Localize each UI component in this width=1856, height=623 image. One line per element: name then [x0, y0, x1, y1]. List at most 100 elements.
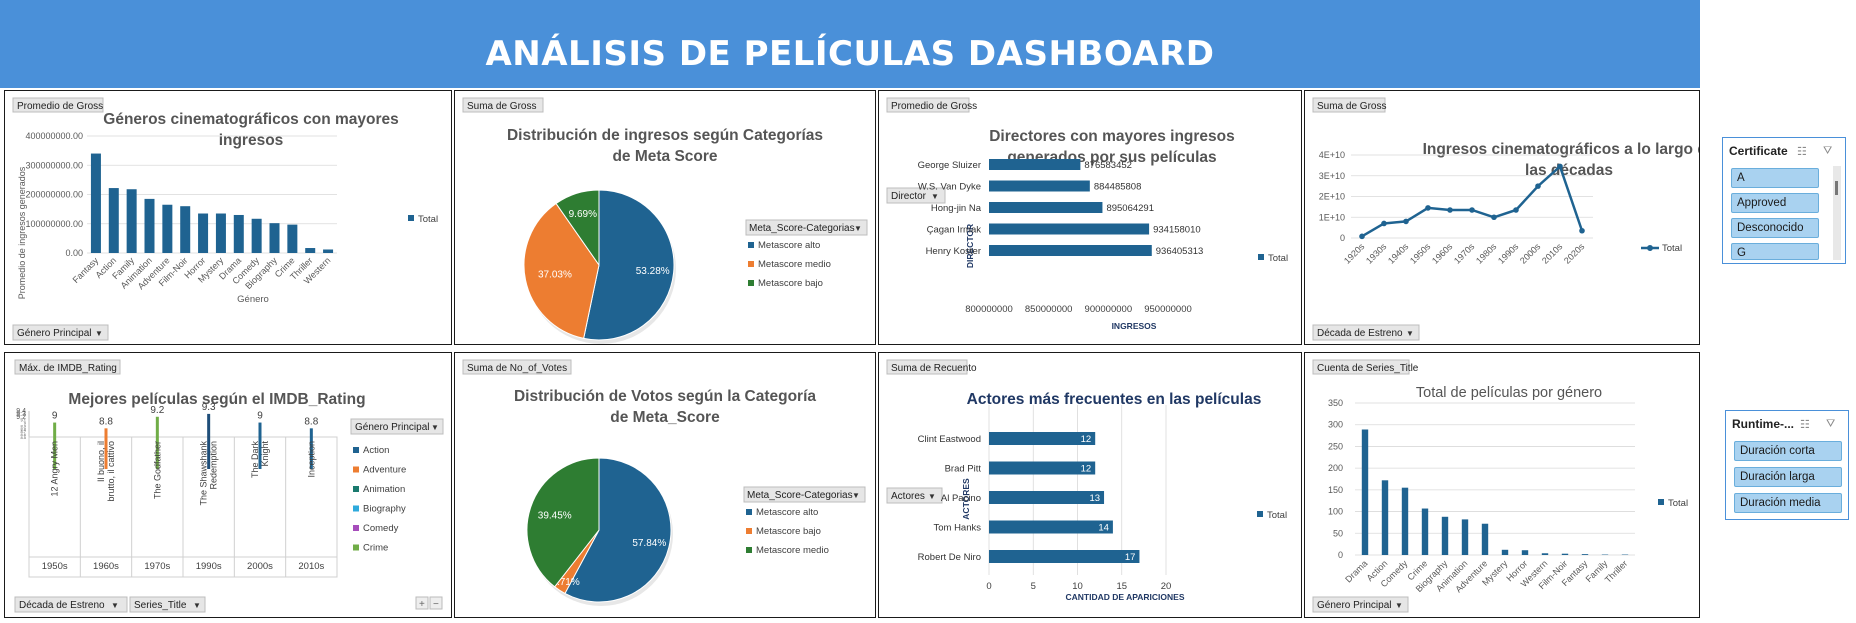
bar[interactable] [104, 428, 108, 469]
multi-select-icon[interactable]: ☷ [1800, 419, 1810, 431]
data-point[interactable] [1557, 163, 1563, 170]
meta-category-filter-button[interactable] [743, 486, 866, 503]
director-filter-button[interactable] [886, 187, 946, 204]
y-tick-label: 100 [1328, 507, 1343, 517]
multi-select-icon[interactable]: ☷ [1797, 146, 1807, 158]
bar[interactable] [1481, 523, 1489, 555]
bar[interactable] [1381, 480, 1389, 555]
bar[interactable] [989, 202, 1103, 213]
bar[interactable] [989, 245, 1152, 256]
bar[interactable] [305, 248, 316, 253]
bar[interactable] [1581, 554, 1589, 555]
certificate-item-a[interactable]: A [1731, 168, 1819, 188]
legend-title: Género Principal [355, 422, 429, 433]
bar[interactable] [989, 491, 1105, 504]
value-field-pill[interactable] [886, 97, 970, 113]
bar[interactable] [1401, 487, 1409, 555]
data-point[interactable] [1447, 207, 1453, 213]
bar[interactable] [108, 188, 119, 253]
bar[interactable] [323, 249, 334, 253]
data-point[interactable] [1469, 207, 1475, 213]
bar[interactable] [90, 153, 101, 253]
bar[interactable] [251, 218, 262, 253]
bar[interactable] [207, 413, 211, 469]
data-label: 9.3 [202, 402, 216, 413]
bar[interactable] [1361, 429, 1369, 555]
value-field-pill[interactable] [14, 359, 121, 375]
x-tick-label: brutto, il cattivo [106, 441, 116, 502]
meta-category-filter-button[interactable] [745, 219, 868, 236]
decade-filter-button[interactable] [14, 596, 128, 613]
genre-filter-button[interactable] [1312, 596, 1409, 613]
data-point[interactable] [1359, 233, 1365, 240]
runtime-item-larga[interactable]: Duración larga [1734, 467, 1842, 487]
runtime-item-media[interactable]: Duración media [1734, 493, 1842, 513]
genre-filter-button[interactable] [12, 324, 109, 341]
bar[interactable] [309, 428, 313, 469]
slicer-scrollbar[interactable] [1833, 166, 1841, 260]
clear-filter-icon[interactable]: ⛛ [1823, 145, 1833, 157]
bar[interactable] [287, 224, 298, 253]
bar[interactable] [233, 214, 244, 253]
bar[interactable] [1541, 553, 1549, 555]
bar[interactable] [989, 432, 1096, 445]
bar[interactable] [989, 550, 1140, 563]
pie-slice[interactable] [564, 457, 672, 603]
bar[interactable] [1561, 553, 1569, 555]
legend-entry: Crime [363, 543, 388, 554]
value-field-pill[interactable] [1312, 359, 1410, 375]
data-point[interactable] [1403, 218, 1409, 225]
value-field-pill[interactable] [886, 359, 968, 375]
bar[interactable] [258, 422, 262, 469]
pie-slice[interactable] [526, 457, 600, 588]
bar[interactable] [1441, 516, 1449, 555]
data-label: 895064291 [1106, 203, 1154, 214]
pie-slice[interactable] [523, 202, 600, 340]
slicer-scrollbar-thumb[interactable] [1835, 181, 1838, 195]
bar[interactable] [126, 189, 137, 253]
bar[interactable] [198, 213, 209, 253]
bar[interactable] [53, 422, 57, 469]
bar[interactable] [989, 159, 1081, 170]
clear-filter-icon[interactable]: ⛛ [1826, 418, 1836, 430]
bar[interactable] [989, 461, 1096, 475]
series-line[interactable] [1361, 164, 1584, 238]
value-field-pill[interactable] [12, 97, 104, 113]
y-tick-label: 9.1 [20, 418, 26, 423]
decade-filter-button[interactable] [1312, 324, 1420, 341]
actor-filter-button[interactable] [886, 487, 943, 504]
expand-button[interactable] [415, 596, 429, 610]
bar[interactable] [1461, 519, 1469, 555]
certificate-item-g[interactable]: G [1731, 243, 1819, 260]
x-tick-label: 1960s [1430, 241, 1455, 266]
value-field-pill[interactable] [462, 97, 544, 113]
data-point[interactable] [1381, 220, 1387, 227]
certificate-item-approved[interactable]: Approved [1731, 193, 1819, 213]
data-point[interactable] [1513, 207, 1519, 213]
pie-slice[interactable] [555, 189, 600, 267]
bar[interactable] [1421, 508, 1429, 555]
bar[interactable] [155, 416, 159, 469]
bar[interactable] [144, 198, 155, 253]
bar[interactable] [269, 223, 280, 253]
pie-slice[interactable] [583, 189, 675, 341]
value-field-pill[interactable] [462, 359, 572, 375]
bar[interactable] [1521, 550, 1529, 555]
data-point[interactable] [1491, 214, 1497, 221]
certificate-item-desconocido[interactable]: Desconocido [1731, 218, 1819, 238]
collapse-button[interactable] [429, 596, 443, 610]
bar[interactable] [162, 204, 173, 253]
title-filter-button[interactable] [129, 596, 206, 613]
runtime-item-corta[interactable]: Duración corta [1734, 441, 1842, 461]
bar[interactable] [180, 206, 191, 253]
bar[interactable] [1501, 549, 1509, 555]
bar[interactable] [989, 180, 1090, 192]
bar[interactable] [215, 213, 226, 253]
data-point[interactable] [1579, 227, 1585, 234]
bar[interactable] [989, 520, 1113, 534]
value-field-pill[interactable] [1312, 97, 1386, 113]
bar[interactable] [989, 223, 1150, 235]
data-point[interactable] [1425, 205, 1431, 211]
data-point[interactable] [1535, 183, 1541, 189]
genre-legend-filter-button[interactable] [350, 418, 444, 435]
